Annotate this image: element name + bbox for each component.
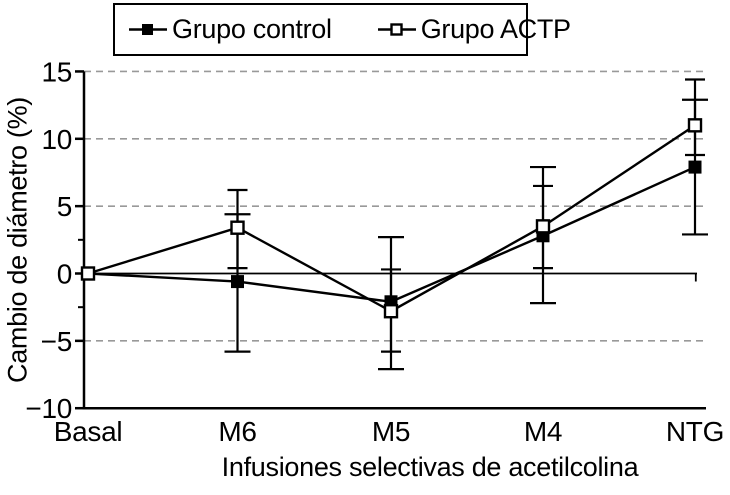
marker-open-square: [230, 220, 245, 235]
legend-label-grupo-control: Grupo control: [172, 14, 332, 44]
legend-label-grupo-actp: Grupo ACTP: [420, 14, 571, 44]
marker-filled-square: [231, 275, 244, 289]
marker-open-square: [80, 266, 96, 281]
y-axis-title: Cambio de diámetro (%): [2, 96, 33, 384]
marker-open-square: [383, 304, 399, 319]
marker-open-square: [535, 219, 551, 234]
y-tick-label: −5: [41, 326, 72, 357]
legend-item-grupo-actp: Grupo ACTP: [377, 14, 571, 45]
open-square-marker-icon: [377, 22, 416, 37]
filled-square-marker-icon: [129, 22, 167, 37]
x-tick-label: M4: [524, 416, 562, 447]
x-tick-label: M6: [218, 416, 256, 447]
x-tick-label: NTG: [666, 416, 724, 447]
legend: Grupo control Grupo ACTP: [113, 3, 571, 56]
y-tick-label: 0: [57, 259, 72, 290]
x-axis-title: Infusiones selectivas de acetilcolina: [221, 452, 639, 482]
x-tick-label: M5: [372, 416, 410, 447]
marker-open-square: [687, 118, 703, 133]
y-tick-label: −10: [25, 393, 72, 424]
x-tick-label: Basal: [54, 416, 123, 447]
y-tick-label: 10: [41, 124, 72, 155]
legend-item-grupo-control: Grupo control: [129, 14, 332, 45]
y-tick-label: 15: [41, 56, 72, 87]
marker-filled-square: [688, 160, 702, 174]
y-tick-label: 5: [57, 191, 72, 222]
